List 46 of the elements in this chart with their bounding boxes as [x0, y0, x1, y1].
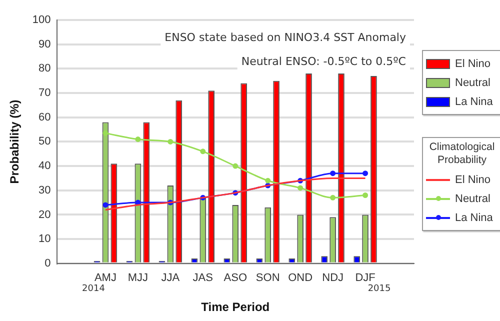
y-tick-label: 30 — [38, 184, 51, 196]
y-tick-label: 40 — [38, 160, 51, 172]
point — [330, 194, 336, 200]
legend-label: La Nina — [455, 96, 493, 108]
line-series — [104, 177, 366, 211]
legend-title: Climatological Probability — [428, 141, 496, 167]
text: 2015 — [368, 284, 391, 294]
x-tick-label: SON — [256, 272, 280, 284]
point — [362, 170, 368, 176]
point — [330, 170, 336, 176]
x-tick-label: AMJ — [94, 272, 116, 284]
y-tick-label: 10 — [38, 233, 51, 246]
annotation: Neutral ENSO: -0.5ºC to 0.5ºC — [241, 54, 406, 68]
legend-label: La Nina — [455, 212, 493, 224]
point — [102, 130, 108, 136]
point — [200, 148, 206, 154]
y-tick-label: 60 — [38, 111, 51, 124]
x-tick-label: JJA — [161, 272, 180, 284]
x-tick-label: DJF — [355, 272, 376, 284]
legend-label: Neutral — [455, 192, 490, 204]
point — [168, 138, 174, 144]
y-tick-label: 70 — [38, 87, 51, 100]
point — [135, 136, 141, 142]
point — [102, 202, 108, 208]
x-tick-label: NDJ — [322, 272, 344, 284]
x-tick-label: OND — [288, 272, 313, 284]
y-tick-label: 20 — [38, 208, 51, 221]
annotation: ENSO state based on NINO3.4 SST Anomaly — [164, 30, 406, 44]
point — [265, 178, 271, 184]
y-tick-label: 50 — [38, 136, 51, 148]
legend-label: Neutral — [455, 76, 490, 88]
x-tick-label: MJJ — [128, 272, 148, 284]
point — [362, 192, 368, 198]
point — [298, 185, 304, 191]
y-tick-label: 80 — [38, 62, 51, 75]
x-tick-label: ASO — [224, 272, 248, 284]
point — [232, 163, 238, 169]
text: 2014 — [82, 284, 106, 294]
y-tick-label: 0 — [44, 257, 51, 270]
y-tick-label: 100 — [32, 14, 51, 26]
x-axis-title: Time Period — [201, 300, 270, 314]
legend-label: El Nino — [455, 174, 490, 186]
y-axis-title: Probability (%) — [8, 100, 22, 184]
legend-label: El Nino — [455, 58, 490, 70]
x-tick-label: JAS — [192, 272, 213, 284]
y-tick-label: 90 — [38, 38, 51, 50]
